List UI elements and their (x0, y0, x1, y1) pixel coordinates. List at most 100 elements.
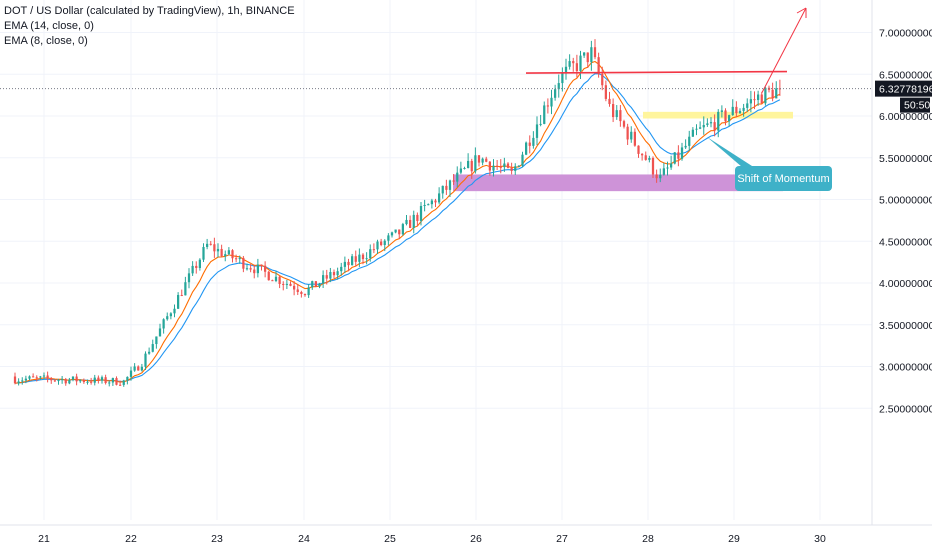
candle (622, 119, 626, 129)
candle-body (459, 168, 462, 173)
candle-body (499, 166, 502, 168)
legend-ema14[interactable]: EMA (14, close, 0) (4, 20, 94, 32)
candle (162, 318, 165, 334)
candle (133, 363, 136, 372)
candle (195, 261, 198, 274)
legend-ema8[interactable]: EMA (8, close, 0) (4, 35, 88, 47)
candle (688, 130, 691, 151)
candle (282, 281, 285, 291)
candle-body (151, 344, 154, 352)
candle (394, 229, 397, 234)
candle (115, 376, 118, 386)
candle-body (659, 174, 662, 179)
candle (293, 281, 296, 296)
candle-body (32, 376, 35, 378)
candle (39, 375, 42, 380)
candle (35, 375, 38, 382)
candle (119, 380, 122, 386)
candle (166, 312, 169, 321)
candle-body (202, 246, 205, 260)
ema8-series-line (14, 60, 781, 384)
candle-body (79, 380, 82, 382)
candle-body (122, 380, 125, 385)
candle-body (289, 283, 292, 286)
candle (322, 270, 325, 289)
candle-body (731, 106, 734, 116)
candle-body (213, 244, 216, 252)
candle-body (398, 229, 401, 235)
candle-body (169, 313, 172, 317)
candle-body (278, 276, 281, 284)
candle (452, 174, 455, 185)
candle-body (401, 224, 404, 235)
candle-body (441, 185, 444, 194)
candle (380, 238, 383, 247)
candle (198, 258, 201, 271)
price-tick-label: 4.00000000 (879, 278, 932, 290)
candle-body (546, 105, 549, 107)
candle (485, 156, 488, 163)
candle-body (691, 129, 694, 137)
candle-body (470, 160, 473, 172)
candle (503, 157, 506, 172)
candle (296, 283, 299, 296)
candle-body (481, 158, 484, 163)
candle-body (17, 381, 20, 384)
candle (753, 91, 756, 110)
price-tick-label: 2.50000000 (879, 403, 932, 415)
legend-symbol[interactable]: DOT / US Dollar (calculated by TradingVi… (4, 5, 295, 17)
candle (351, 253, 354, 266)
candle (496, 160, 499, 171)
candle (441, 185, 444, 199)
candle-body (554, 89, 557, 98)
candle-body (361, 254, 365, 260)
candle (691, 127, 694, 137)
candle (735, 101, 738, 118)
candle-body (64, 379, 67, 384)
candle (430, 198, 433, 209)
candle (249, 264, 252, 273)
candle-body (637, 145, 640, 154)
candle (17, 378, 20, 386)
time-tick-label: 27 (556, 533, 568, 545)
candle-body (419, 205, 423, 222)
candle (32, 373, 35, 378)
candle (82, 378, 85, 384)
candle (75, 373, 78, 386)
candle-body (630, 131, 633, 140)
candle (311, 280, 314, 290)
candle-body (474, 155, 477, 172)
candle-body (224, 254, 227, 257)
candle-body (332, 272, 336, 276)
candle-body (771, 89, 774, 99)
candle-body (216, 248, 220, 252)
candle (314, 281, 317, 287)
candle-body (496, 165, 499, 167)
candle-body (93, 377, 96, 383)
callout-box (735, 166, 832, 191)
candle-body (467, 160, 470, 168)
candle (601, 66, 604, 91)
candle (470, 158, 473, 179)
candle-body (445, 185, 448, 190)
candle (775, 81, 778, 99)
candle (289, 281, 292, 287)
candle-body (28, 376, 31, 379)
candle-body (24, 378, 27, 381)
candle-body (641, 153, 644, 156)
candle (93, 374, 96, 386)
candle (13, 372, 17, 385)
candle (746, 98, 749, 112)
price-axis: 7.00000000 6.50000000 6.00000000 5.50000000… (871, 0, 932, 550)
candle-body (550, 97, 553, 107)
candle-body (119, 384, 122, 386)
candle (372, 243, 375, 254)
candle (64, 377, 67, 386)
candle (597, 52, 600, 78)
candle (575, 54, 578, 78)
candle-body (369, 249, 372, 259)
candle-body (180, 294, 183, 296)
candle (129, 366, 133, 381)
candle-body (133, 366, 136, 371)
